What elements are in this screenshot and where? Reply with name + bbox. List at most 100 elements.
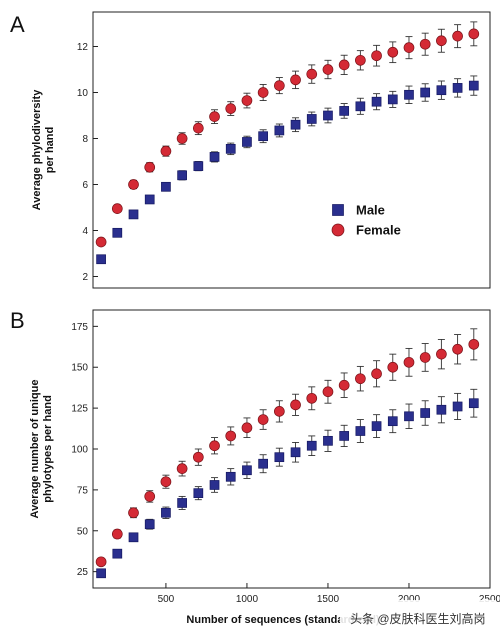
female-point-a [225,103,237,114]
female-point-b [273,406,285,417]
y-tick-label-a: 10 [77,88,89,99]
female-point-b [306,392,318,404]
male-point-a [209,152,220,162]
male-point-b [161,507,171,518]
male-point-a [371,96,382,107]
male-point-b [323,435,333,446]
female-point-b [144,491,156,502]
y-axis-title-a: Average phylodiversityper hand [31,89,56,211]
female-point-b [209,440,220,452]
male-point-b [306,440,317,451]
panel-label-b: B [10,308,25,333]
male-point-a [290,119,301,130]
y-tick-label-a: 4 [82,226,88,237]
y-axis-title-line: per hand [44,127,56,173]
watermark-text: 头条 @皮肤科医生刘高岗 [350,611,486,626]
plot-frame-a [92,11,491,289]
chart-a: 2 4 6 8 10 12 Average phylodiversityper hand Ma… [31,11,491,289]
male-point-b [128,532,139,543]
legend-label-female: Female [356,223,401,238]
female-point-b [128,507,139,519]
male-point-b [387,416,398,427]
male-point-a [274,125,285,136]
female-point-a [257,87,269,98]
x-tick-label-b: 2500 [479,594,500,605]
female-point-b [403,356,415,368]
y-tick-label-a: 2 [82,272,88,283]
male-point-a [177,170,187,181]
female-point-b [371,368,382,380]
male-point-b [420,408,431,418]
male-point-b [404,411,414,422]
male-point-b [452,401,463,412]
male-point-a [452,83,463,93]
female-point-b [338,379,350,391]
female-point-b [192,451,204,463]
male-point-a [306,114,317,124]
legend-marker-female [331,223,345,237]
legend-marker-male [332,204,344,216]
y-tick-label-b: 175 [71,322,88,333]
y-axis-title-line: Average phylodiversity [31,89,43,211]
watermark-backdrop [340,600,496,634]
female-point-b [257,414,269,425]
y-tick-label-b: 75 [77,485,89,496]
y-tick-label-a: 6 [82,180,88,191]
male-point-b [371,421,382,431]
female-point-a [452,30,463,42]
female-point-b [452,343,463,355]
female-point-b [355,373,366,385]
female-point-b [322,386,334,398]
male-point-b [436,404,447,415]
male-point-b [193,488,204,499]
y-tick-label-a: 12 [77,42,89,53]
male-point-b [144,519,155,530]
female-point-b [387,361,399,373]
male-point-b [339,431,350,441]
y-axis-title-line: Average number of unique [29,380,41,519]
male-point-a [242,137,252,147]
female-point-a [111,203,123,214]
female-point-a [355,54,366,66]
chart-b: 25 50 75 100 125 150 175 500 1000 1500 2000 2500 Ave… [29,309,500,605]
female-point-b [468,338,480,350]
male-point-a [161,181,171,192]
female-point-b [176,463,188,474]
male-point-a [128,209,139,220]
female-point-b [290,399,301,411]
male-point-a [144,194,155,205]
female-point-b [111,528,123,540]
female-point-a [95,236,107,248]
female-point-a [338,59,350,71]
female-point-b [419,352,431,363]
male-point-a [420,87,431,98]
male-point-a [225,144,236,154]
x-tick-label-b: 2000 [398,594,421,605]
female-point-b [436,348,447,360]
y-tick-label-b: 100 [71,445,88,456]
y-axis-title-b: Average number of uniquephylotypes per h… [29,380,54,519]
male-point-a [323,110,333,121]
male-point-b [258,458,268,469]
female-point-a [290,74,301,86]
watermark: 头条 @皮肤科医生刘高岗 [340,600,496,634]
y-axis-title-line: phylotypes per hand [42,395,54,503]
legend-label-male: Male [356,203,385,218]
x-axis-title: Number of sequences (standardized) [186,614,379,626]
female-point-a [273,80,285,91]
panel-label-a: A [10,12,25,37]
male-point-a [112,227,123,238]
male-point-a [339,106,350,116]
y-tick-label-a: 8 [82,134,88,145]
female-point-a [468,28,480,40]
female-point-a [436,35,447,47]
female-point-a [403,42,415,54]
x-tick-label-b: 500 [158,594,175,605]
male-point-b [468,398,479,409]
male-point-b [112,548,123,559]
x-tick-label-b: 1000 [236,594,259,605]
male-point-b [242,465,252,476]
male-point-b [209,480,220,490]
male-point-b [290,447,301,458]
